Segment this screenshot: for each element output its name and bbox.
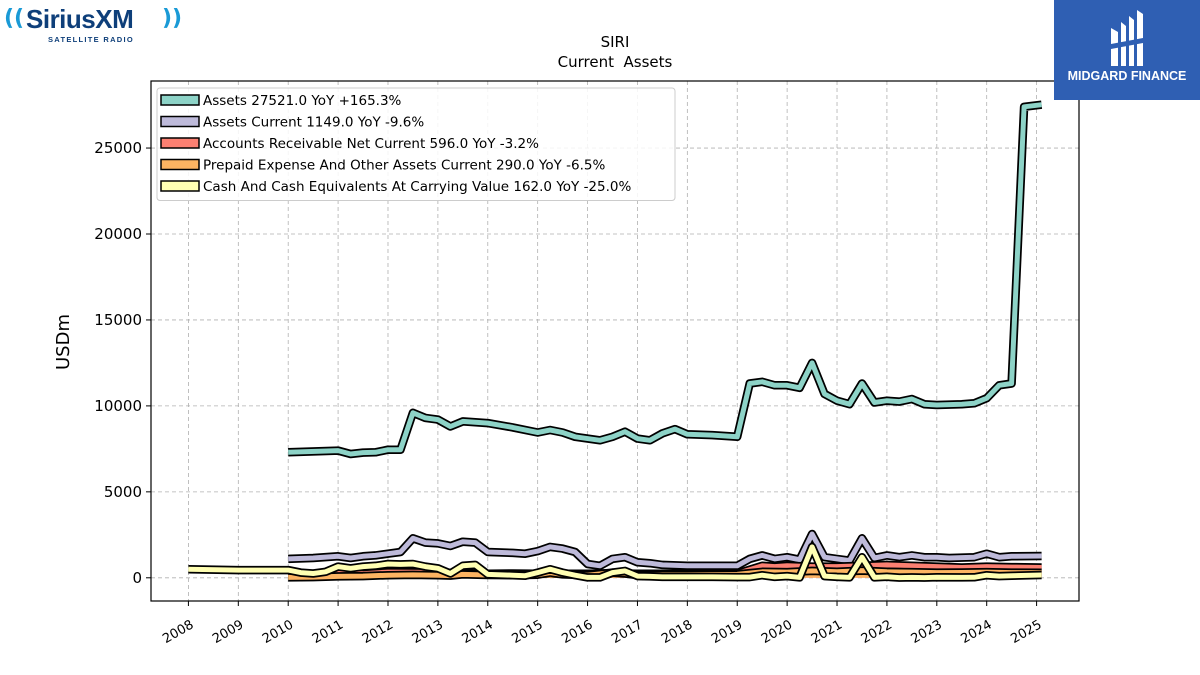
legend-label: Cash And Cash Equivalents At Carrying Va…: [203, 179, 631, 195]
y-tick-label: 15000: [94, 311, 142, 329]
y-tick-label: 25000: [94, 139, 142, 157]
legend-label: Assets 27521.0 YoY +165.3%: [203, 93, 402, 109]
x-tick-label: 2014: [460, 617, 496, 647]
legend-item: Assets Current 1149.0 YoY -9.6%: [160, 115, 424, 131]
x-tick-label: 2018: [659, 617, 695, 647]
legend-swatch: [160, 115, 200, 128]
legend-swatch: [160, 158, 200, 171]
y-axis: 0 5000 10000 15000 20000 25000: [94, 139, 151, 587]
legend-item: Cash And Cash Equivalents At Carrying Va…: [160, 179, 631, 195]
x-tick-label: 2012: [360, 617, 396, 647]
series-line: [288, 102, 1042, 457]
legend-item: Assets 27521.0 YoY +165.3%: [160, 93, 402, 109]
chart-subtitle: Current Assets: [558, 53, 673, 71]
series-line: [188, 544, 1042, 581]
series-5: [188, 542, 1042, 582]
legend-swatch: [160, 137, 200, 149]
series-line: [288, 531, 1042, 569]
legend-item: Accounts Receivable Net Current 596.0 Yo…: [160, 136, 539, 152]
x-tick-label: 2024: [959, 617, 995, 647]
midgard-mark-icon: [1111, 10, 1143, 66]
siriusxm-logo: (( SiriusXM )) SATELLITE RADIO: [4, 4, 184, 44]
x-tick-label: 2015: [510, 617, 546, 647]
plot-frame: [150, 80, 1080, 602]
y-tick-label: 20000: [94, 225, 142, 243]
legend-swatch: [160, 94, 200, 106]
x-tick-label: 2022: [859, 617, 895, 647]
x-tick-label: 2013: [410, 617, 446, 647]
x-tick-label: 2021: [809, 617, 845, 647]
series-1: [288, 100, 1043, 459]
legend-box: [156, 87, 676, 201]
signal-icon: ((: [4, 6, 25, 31]
x-tick-label: 2020: [759, 617, 795, 647]
siriusxm-tagline: SATELLITE RADIO: [48, 35, 135, 44]
x-tick-label: 2008: [160, 617, 196, 647]
x-tick-label: 2010: [260, 617, 296, 647]
x-tick-label: 2017: [609, 617, 645, 647]
signal-icon: )): [162, 6, 183, 31]
legend-label: Assets Current 1149.0 YoY -9.6%: [203, 115, 424, 131]
y-tick-label: 10000: [94, 397, 142, 415]
series-2: [288, 529, 1042, 571]
legend: Assets 27521.0 YoY +165.3% Assets Current…: [156, 87, 676, 201]
x-tick-label: 2023: [909, 617, 945, 647]
series-layer: [188, 100, 1043, 582]
midgard-wordmark: MIDGARD FINANCE: [1067, 69, 1187, 83]
legend-item: Prepaid Expense And Other Assets Current…: [160, 158, 606, 174]
legend-label: Prepaid Expense And Other Assets Current…: [203, 158, 606, 174]
x-axis: 2008 2009 2010 2011 2012 2013 2014 2015 2016 2017…: [160, 601, 1045, 647]
x-tick-label: 2025: [1008, 617, 1044, 647]
x-tick-label: 2011: [310, 617, 346, 647]
midgard-finance-logo: MIDGARD FINANCE: [1054, 0, 1200, 100]
y-tick-label: 5000: [104, 483, 142, 501]
legend-swatch: [160, 180, 200, 192]
x-tick-label: 2009: [210, 617, 246, 647]
siriusxm-wordmark: SiriusXM: [26, 4, 134, 34]
y-tick-label: 0: [132, 569, 142, 587]
x-tick-label: 2019: [709, 617, 745, 647]
legend-label: Accounts Receivable Net Current 596.0 Yo…: [203, 136, 539, 152]
y-axis-label: USDm: [53, 314, 74, 370]
chart-title: SIRI: [601, 33, 630, 51]
x-tick-label: 2016: [559, 617, 595, 647]
